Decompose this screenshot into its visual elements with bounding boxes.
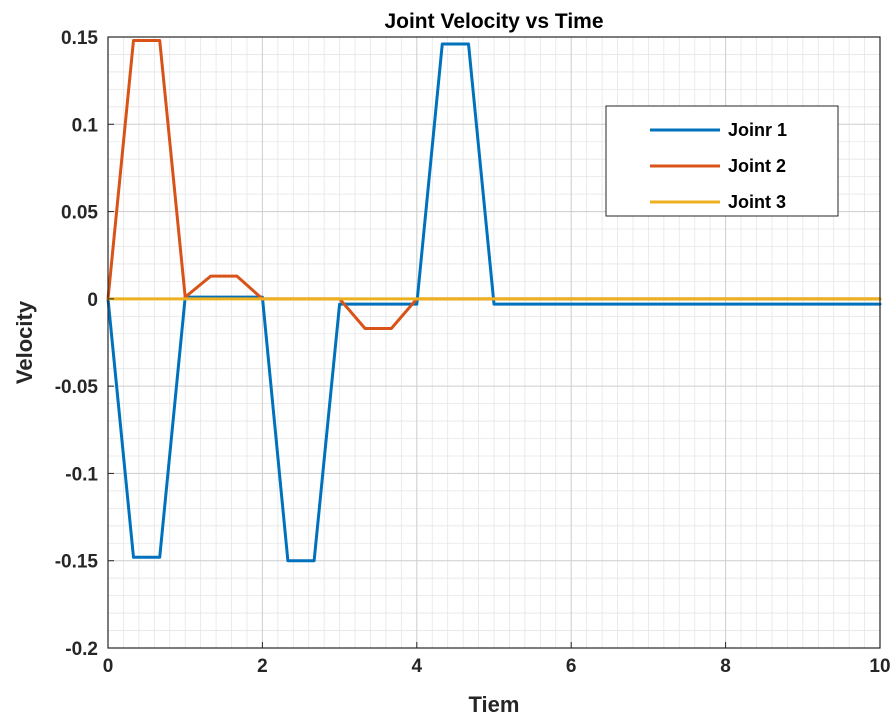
x-tick-label: 4 (412, 656, 423, 677)
y-tick-label: -0.15 (55, 552, 99, 573)
x-tick-label: 6 (566, 656, 577, 677)
y-tick-label: 0.15 (61, 28, 98, 49)
x-tick-label: 10 (869, 656, 890, 677)
legend-box (605, 105, 839, 217)
series-line-joint-1 (106, 42, 882, 563)
x-axis-ticks: 0 2 4 6 8 10 (103, 642, 891, 677)
legend-entry-label: Joinr 1 (728, 120, 787, 140)
plot-frame (107, 36, 881, 649)
x-axis-label: Tiem (469, 692, 520, 717)
legend-entry-label: Joint 3 (728, 192, 786, 212)
y-tick-label: 0.1 (72, 115, 99, 136)
x-tick-label: 8 (720, 656, 731, 677)
y-tick-label: -0.2 (65, 639, 98, 660)
y-tick-label: -0.1 (65, 464, 98, 485)
x-tick-label: 2 (257, 656, 268, 677)
legend-entry-label: Joint 2 (728, 156, 786, 176)
x-tick-label: 0 (103, 656, 114, 677)
y-tick-label: 0 (87, 290, 98, 311)
y-axis-label: Velocity (12, 300, 37, 384)
y-tick-label: 0.05 (61, 203, 98, 224)
minor-grid (108, 37, 880, 648)
chart-title: Joint Velocity vs Time (384, 10, 603, 33)
y-tick-label: -0.05 (55, 377, 99, 398)
series-layer (106, 38, 882, 563)
y-axis-ticks: 0.15 0.1 0.05 0 -0.05 -0.1 -0.15 -0.2 (55, 28, 114, 660)
series-line-joint-2 (106, 38, 882, 331)
legend: Joinr 1 Joint 2 Joint 3 (605, 105, 839, 217)
